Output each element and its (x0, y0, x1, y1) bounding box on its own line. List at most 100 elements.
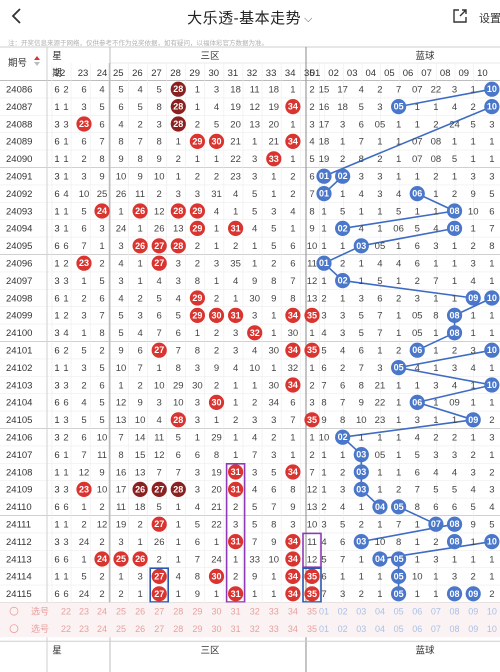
miss-count: 2 (81, 293, 86, 304)
sort-up-icon[interactable] (34, 56, 40, 60)
select-red-32[interactable]: 32 (250, 624, 260, 634)
miss-count: 20 (211, 485, 222, 496)
select-red-22[interactable]: 22 (61, 607, 71, 617)
select-blue-10[interactable]: 10 (487, 624, 497, 634)
select-red-34[interactable]: 34 (288, 624, 298, 634)
red-ball (189, 220, 205, 236)
miss-count: 2 (233, 415, 238, 426)
miss-count: 1 (396, 328, 401, 339)
miss-count: 2 (321, 502, 326, 513)
select-red-34[interactable]: 34 (288, 607, 298, 617)
share-icon[interactable] (452, 8, 468, 24)
select-red-25[interactable]: 25 (116, 607, 126, 617)
select-label[interactable]: 选号 (31, 623, 49, 634)
red-ball-number: 33 (269, 154, 279, 164)
select-blue-03[interactable]: 03 (356, 624, 366, 634)
sort-down-icon[interactable] (34, 62, 40, 66)
select-blue-08[interactable]: 08 (450, 624, 460, 634)
select-red-26[interactable]: 26 (135, 607, 145, 617)
red-ball (228, 220, 244, 236)
select-red-22[interactable]: 22 (61, 624, 71, 634)
select-blue-04[interactable]: 04 (375, 607, 385, 617)
miss-count: 22 (431, 85, 442, 96)
select-red-23[interactable]: 23 (79, 624, 89, 634)
select-red-31[interactable]: 31 (231, 624, 241, 634)
select-red-29[interactable]: 29 (192, 624, 202, 634)
red-ball-number: 30 (211, 571, 221, 581)
page-title[interactable]: 大乐透-基本走势 ⌵ (0, 7, 500, 28)
select-blue-09[interactable]: 09 (468, 624, 478, 634)
miss-count: 3 (377, 363, 382, 374)
select-blue-07[interactable]: 07 (431, 607, 441, 617)
select-red-27[interactable]: 27 (154, 624, 164, 634)
select-blue-06[interactable]: 06 (412, 607, 422, 617)
select-red-24[interactable]: 24 (97, 624, 107, 634)
select-radio-icon[interactable] (9, 624, 19, 633)
miss-count: 6 (271, 485, 276, 496)
miss-count: 5 (359, 102, 364, 113)
select-blue-10[interactable]: 10 (487, 607, 497, 617)
miss-count: 6 (99, 293, 104, 304)
miss-count: 10 (116, 172, 127, 183)
issue-number: 24105 (6, 415, 32, 426)
miss-count: 1 (452, 137, 457, 148)
miss-count: 1 (396, 311, 401, 322)
miss-count: 5 (309, 154, 314, 165)
select-blue-07[interactable]: 07 (431, 624, 441, 634)
select-red-25[interactable]: 25 (116, 624, 126, 634)
miss-count: 6 (137, 346, 142, 357)
select-blue-05[interactable]: 05 (394, 624, 404, 634)
miss-count: 1 (233, 433, 238, 444)
miss-count: 30 (249, 293, 260, 304)
select-red-35[interactable]: 35 (307, 624, 317, 634)
select-red-24[interactable]: 24 (97, 607, 107, 617)
miss-count: 1 (359, 554, 364, 565)
select-red-29[interactable]: 29 (192, 607, 202, 617)
miss-count: 5 (99, 102, 104, 113)
select-blue-03[interactable]: 03 (356, 607, 366, 617)
miss-count: 18 (230, 85, 241, 96)
select-blue-02[interactable]: 02 (338, 624, 348, 634)
select-red-30[interactable]: 30 (211, 607, 221, 617)
select-red-28[interactable]: 28 (173, 624, 183, 634)
select-red-32[interactable]: 32 (250, 607, 260, 617)
select-red-30[interactable]: 30 (211, 624, 221, 634)
miss-count: 1 (252, 137, 257, 148)
select-radio-icon[interactable] (9, 606, 19, 616)
miss-count: 5 (118, 311, 123, 322)
select-red-23[interactable]: 23 (79, 607, 89, 617)
back-arrow-icon[interactable] (6, 5, 28, 27)
select-blue-01[interactable]: 01 (319, 624, 329, 634)
miss-count: 8 (271, 276, 276, 287)
select-blue-09[interactable]: 09 (468, 607, 478, 617)
select-blue-08[interactable]: 08 (450, 607, 460, 617)
select-blue-04[interactable]: 04 (375, 624, 385, 634)
select-red-31[interactable]: 31 (231, 607, 241, 617)
issue-number: 24114 (6, 572, 32, 583)
red-ball-number: 28 (173, 241, 183, 251)
select-blue-06[interactable]: 06 (412, 624, 422, 634)
miss-count: 5 (81, 415, 86, 426)
issue-number: 24096 (6, 259, 32, 270)
miss-count: 3 (63, 119, 68, 130)
miss-count: 1 (340, 189, 345, 200)
select-label[interactable]: 选号 (31, 606, 49, 617)
select-blue-01[interactable]: 01 (319, 607, 329, 617)
miss-count: 1 (309, 433, 314, 444)
blue-ball (353, 481, 369, 497)
miss-count: 33 (249, 554, 260, 565)
miss-count: 5 (99, 415, 104, 426)
select-blue-02[interactable]: 02 (338, 607, 348, 617)
red-ball-number: 34 (288, 571, 298, 581)
settings-button[interactable]: 设置 (479, 13, 500, 25)
select-blue-05[interactable]: 05 (394, 607, 404, 617)
miss-count: 07 (412, 85, 423, 96)
select-red-27[interactable]: 27 (154, 607, 164, 617)
select-red-28[interactable]: 28 (173, 607, 183, 617)
select-red-35[interactable]: 35 (307, 607, 317, 617)
miss-count: 1 (452, 293, 457, 304)
select-red-33[interactable]: 33 (269, 624, 279, 634)
page-title-text: 大乐透-基本走势 (187, 10, 302, 27)
select-red-26[interactable]: 26 (135, 624, 145, 634)
select-red-33[interactable]: 33 (269, 607, 279, 617)
